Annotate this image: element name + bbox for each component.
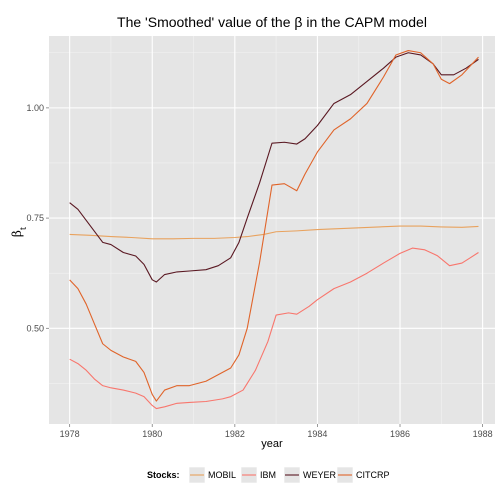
x-tick-label: 1980 (142, 429, 162, 439)
series-line-ibm (69, 247, 479, 410)
y-tick-label: 1.00 (26, 103, 44, 113)
y-tick-label: 0.75 (26, 213, 44, 223)
legend-label: IBM (260, 470, 276, 480)
legend-item-weyer: WEYER (283, 466, 337, 484)
plot-panel (49, 36, 495, 424)
legend-label: CITCRP (356, 470, 390, 480)
y-axis-title-sub: t (19, 226, 28, 230)
x-tick-label: 1986 (390, 429, 410, 439)
legend-item-ibm: IBM (240, 466, 276, 484)
x-axis-title: year (261, 438, 283, 450)
x-tick-label: 1978 (60, 429, 80, 439)
x-tick-label: 1982 (225, 429, 245, 439)
y-axis-title-main: β (10, 230, 24, 237)
legend-label: MOBIL (208, 470, 236, 480)
legend-label: WEYER (303, 470, 337, 480)
series-line-citcrp (69, 50, 479, 402)
legend-item-citcrp: CITCRP (336, 466, 390, 484)
svg-text:βt: βt (10, 226, 28, 237)
series-line-weyer (69, 52, 479, 283)
x-tick-label: 1988 (473, 429, 493, 439)
series-line-mobil (69, 225, 479, 240)
x-tick-label: 1984 (307, 429, 327, 439)
y-axis: 0.50 0.75 1.00 (26, 103, 49, 333)
y-tick-label: 0.50 (26, 323, 44, 333)
chart-title: The 'Smoothed' value of the β in the CAP… (117, 14, 427, 30)
legend: Stocks: MOBIL IBM WEYER CITCRP (147, 466, 390, 484)
y-axis-title: βt (10, 226, 28, 237)
legend-item-mobil: MOBIL (188, 466, 236, 484)
series-layer (69, 50, 479, 410)
x-axis: 1978 1980 1982 1984 1986 1988 (60, 424, 493, 439)
legend-title: Stocks: (147, 470, 180, 480)
